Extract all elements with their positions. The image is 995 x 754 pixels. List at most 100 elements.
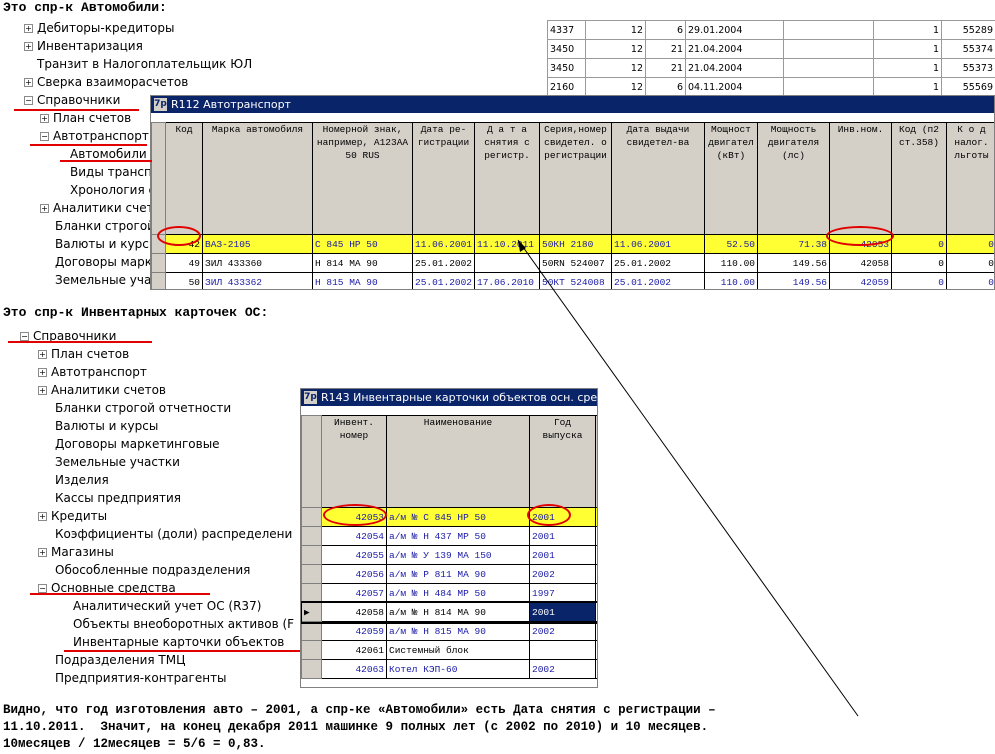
expand-icon[interactable]: + [38, 368, 47, 377]
column-header[interactable]: Дата выдачи свидетел-ва [611, 122, 705, 235]
collapse-icon[interactable]: − [20, 332, 29, 341]
column-header[interactable]: Дата ре-гистрации [412, 122, 475, 235]
row-indicator[interactable] [301, 659, 322, 679]
tree-item[interactable]: Валюты и курсы [55, 235, 158, 253]
row-indicator[interactable]: ▶ [301, 602, 322, 622]
tree-item[interactable]: − Справочники [20, 327, 116, 345]
tree-item[interactable]: Валюты и курсы [55, 417, 158, 435]
table-row[interactable]: 49 ЗИЛ 433360 Н 814 МА 90 25.01.2002 50RN 52… [151, 253, 994, 273]
tree-item[interactable]: + Аналитики счето [40, 199, 161, 217]
tree-item[interactable]: + Инвентаризация [24, 37, 143, 55]
table-row[interactable]: 42063 Котел КЭП-60 2002 [301, 659, 597, 679]
expand-icon[interactable]: + [40, 114, 49, 123]
column-header[interactable]: Номерной знак, например, А123АА 50 RUS [312, 122, 413, 235]
caption-auto: Это спр-к Автомобили: [3, 0, 167, 15]
tree-item[interactable]: + План счетов [38, 345, 129, 363]
collapse-icon[interactable]: − [24, 96, 33, 105]
grid-cell[interactable]: 2001 [529, 602, 596, 622]
column-header[interactable]: Серия,номер свидетел. о регистрации [539, 122, 612, 235]
tree-item[interactable]: Транзит в Налогоплательщик ЮЛ [37, 55, 252, 73]
expand-icon[interactable]: + [24, 42, 33, 51]
expand-icon[interactable]: + [38, 548, 47, 557]
grid-cell[interactable]: 0 [946, 272, 994, 289]
tree-item[interactable]: Хронология с [70, 181, 155, 199]
tree-item[interactable]: Бланки строгой [55, 217, 155, 235]
column-header[interactable]: К о д налог. льготы [946, 122, 994, 235]
tree-item-label: Магазины [51, 545, 114, 559]
tree-item[interactable]: − Автотранспорт [40, 127, 149, 145]
tree-item[interactable]: + Кредиты [38, 507, 107, 525]
tree-item[interactable]: Предприятия-контрагенты [55, 669, 227, 687]
underline-spravochniki-top [14, 109, 139, 111]
tree-item[interactable]: Договоры марке [55, 253, 159, 271]
row-indicator[interactable] [301, 526, 322, 546]
column-header[interactable]: Инвент. номер [321, 415, 387, 508]
tree-item-label: Земельные участки [55, 455, 180, 469]
tree-item[interactable]: + Автотранспорт [38, 363, 147, 381]
tree-item[interactable]: Обособленные подразделения [55, 561, 250, 579]
grid-cell[interactable]: 71.38 [757, 234, 830, 254]
tree-item-label: Валюты и курсы [55, 419, 159, 433]
tree-item[interactable]: − Справочники [24, 91, 120, 109]
expand-icon[interactable]: + [24, 78, 33, 87]
tree-item-label: Хронология с [70, 183, 156, 197]
collapse-icon[interactable]: − [40, 132, 49, 141]
table-row[interactable]: 42054 а/м № Н 437 МР 50 2001 [301, 526, 597, 546]
expand-icon[interactable]: + [38, 350, 47, 359]
expand-icon[interactable]: + [38, 512, 47, 521]
expand-icon[interactable]: + [24, 24, 33, 33]
table-row[interactable]: 42061 Системный блок [301, 640, 597, 660]
expand-icon[interactable]: + [40, 204, 49, 213]
column-header[interactable]: Инв.ном. [829, 122, 892, 235]
collapse-icon[interactable]: − [38, 584, 47, 593]
table-row[interactable]: 42055 а/м № У 139 МА 150 2001 [301, 545, 597, 565]
tree-item[interactable]: Договоры маркетинговые [55, 435, 220, 453]
grid-cell[interactable]: ВАЗ-2105 [202, 234, 313, 254]
column-header[interactable]: Код [165, 122, 203, 235]
column-header[interactable]: Год выпуска [529, 415, 596, 508]
tree-item-label: Автотранспорт [53, 129, 149, 143]
tree-item[interactable]: Изделия [55, 471, 109, 489]
tree-item[interactable]: Автомобили [70, 145, 147, 163]
column-header[interactable]: Д а т а снятия с регистр. [474, 122, 540, 235]
tree-item[interactable]: Аналитический учет ОС (R37) [73, 597, 261, 615]
column-header[interactable]: Наименование [386, 415, 530, 508]
tree-item-label: План счетов [53, 111, 132, 125]
tree-item-label: Подразделения ТМЦ [55, 653, 186, 667]
tree-item[interactable]: Бланки строгой отчетности [55, 399, 231, 417]
tree-item[interactable]: + Сверка взаиморасчетов [24, 73, 188, 91]
tree-item[interactable]: Объекты внеоборотных активов (F [73, 615, 294, 633]
tree-item[interactable]: + Дебиторы-кредиторы [24, 19, 174, 37]
window-titlebar[interactable]: 7р R143 Инвентарные карточки объектов ос… [301, 389, 597, 406]
column-header[interactable]: Марка автомобиля [202, 122, 313, 235]
tree-item[interactable]: + Аналитики счетов [38, 381, 166, 399]
underline-inv-cards [64, 650, 300, 652]
circle-inv-42053 [323, 504, 387, 526]
column-header[interactable]: Мощност двигател (кВт) [704, 122, 758, 235]
table-row[interactable]: 50 ЗИЛ 433362 Н 815 МА 90 25.01.2002 17.06.2… [151, 272, 994, 289]
window-titlebar[interactable]: 7р R112 Автотранспорт [151, 96, 994, 113]
expand-icon[interactable]: + [38, 386, 47, 395]
grid-cell[interactable]: С 845 НР 50 [312, 234, 413, 254]
column-header[interactable]: Код (п2 ст.358) [891, 122, 947, 235]
tree-item-label: Объекты внеоборотных активов (F [73, 617, 295, 631]
tree-item[interactable]: Инвентарные карточки объектов [73, 633, 284, 651]
tree-item-label: Транзит в Налогоплательщик ЮЛ [37, 57, 253, 71]
tree-item[interactable]: − Основные средства [38, 579, 176, 597]
tree-item[interactable]: Виды трансп [70, 163, 152, 181]
tree-item-label: Обособленные подразделения [55, 563, 251, 577]
table-row[interactable]: 42057 а/м № Н 484 МР 50 1997 [301, 583, 597, 603]
column-header[interactable]: Мощность двигателя (лс) [757, 122, 830, 235]
tree-item-label: Бланки строгой отчетности [55, 401, 232, 415]
grid-cell[interactable]: 0 [891, 234, 947, 254]
tree-item[interactable]: + Магазины [38, 543, 114, 561]
tree-item[interactable]: Кассы предприятия [55, 489, 181, 507]
tree-item[interactable]: Земельные участ [55, 271, 165, 289]
tree-item[interactable]: Земельные участки [55, 453, 180, 471]
tree-item[interactable]: Подразделения ТМЦ [55, 651, 185, 669]
tree-item[interactable]: + План счетов [40, 109, 131, 127]
window-inventory-cards: 7р R143 Инвентарные карточки объектов ос… [300, 388, 598, 688]
tree-item[interactable]: Коэффициенты (доли) распределени [55, 525, 292, 543]
tree-item-label: Коэффициенты (доли) распределени [55, 527, 293, 541]
